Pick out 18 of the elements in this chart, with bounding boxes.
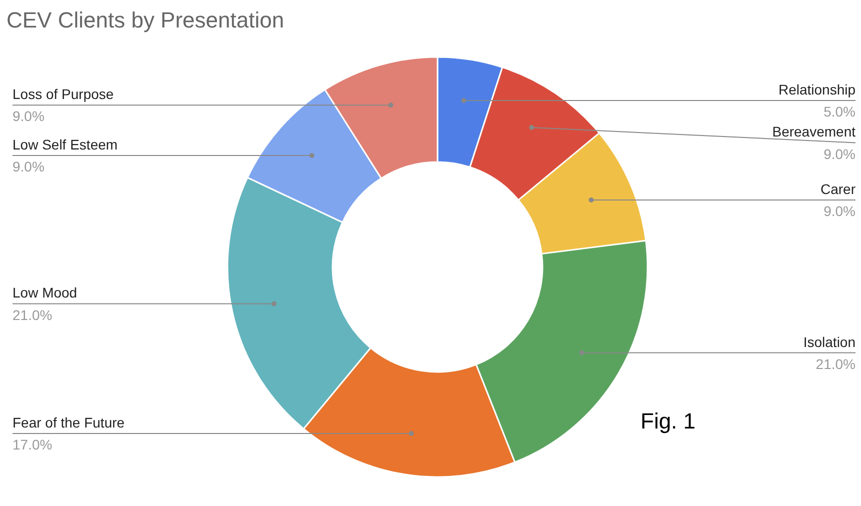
data-label: 9.0% bbox=[824, 146, 856, 162]
data-label: 21.0% bbox=[816, 356, 856, 372]
slice-label: Low Self Esteem bbox=[12, 136, 118, 152]
data-label: 9.0% bbox=[12, 158, 44, 175]
data-label: 17.0% bbox=[12, 436, 52, 452]
slice-label: Loss of Purpose bbox=[12, 86, 114, 102]
caption: Fig. 1 bbox=[640, 408, 696, 434]
slice-label: Fear of the Future bbox=[12, 414, 125, 430]
data-label: 21.0% bbox=[12, 306, 52, 323]
slice-label: Relationship bbox=[778, 81, 856, 98]
slice-label: Isolation bbox=[803, 334, 856, 350]
slice-label: Carer bbox=[820, 181, 856, 197]
slice-label: Bereavement bbox=[772, 124, 856, 140]
data-label: 5.0% bbox=[824, 103, 856, 120]
chart-title: CEV Clients by Presentation bbox=[6, 8, 284, 32]
slice-label: Low Mood bbox=[12, 284, 78, 301]
data-label: 9.0% bbox=[12, 108, 44, 124]
data-label: 9.0% bbox=[824, 203, 856, 220]
